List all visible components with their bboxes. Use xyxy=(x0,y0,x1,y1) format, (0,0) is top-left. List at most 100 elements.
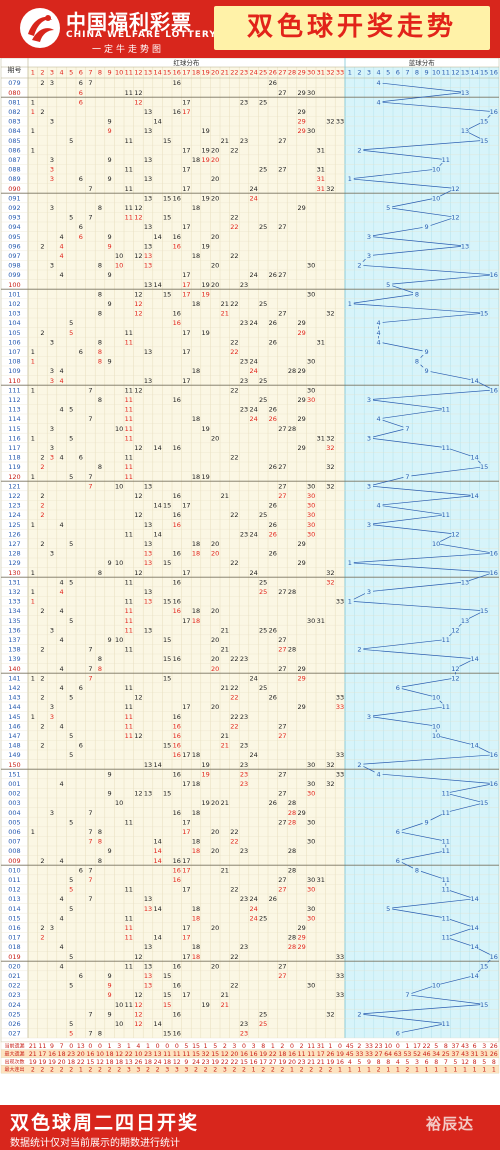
blue-ball-marker xyxy=(384,280,393,288)
blue-ball-number: 11 xyxy=(442,703,450,711)
blue-ball-marker xyxy=(480,607,489,615)
blue-number-header: 8 xyxy=(415,69,419,77)
red-number-header: 4 xyxy=(60,69,64,77)
stat-red-value: 12 xyxy=(173,1059,181,1066)
red-ball-number: 16 xyxy=(173,108,181,116)
red-ball-number: 32 xyxy=(326,185,334,193)
blue-ball-number: 11 xyxy=(442,156,450,164)
red-ball-number: 21 xyxy=(221,137,229,145)
red-ball-number: 33 xyxy=(336,972,344,980)
red-ball-number: 22 xyxy=(230,694,238,702)
red-ball-number: 4 xyxy=(60,406,64,414)
red-ball-number: 18 xyxy=(192,300,200,308)
blue-ball-number: 2 xyxy=(357,146,361,154)
period-label: 026 xyxy=(8,1020,20,1028)
blue-ball-number: 6 xyxy=(396,684,400,692)
red-ball-number: 27 xyxy=(278,310,286,318)
red-ball-number: 1 xyxy=(31,98,35,106)
red-ball-number: 30 xyxy=(307,386,315,394)
red-ball-number: 30 xyxy=(307,876,315,884)
red-ball-number: 31 xyxy=(317,166,325,174)
stat-blue-value: 22 xyxy=(423,1043,431,1050)
stat-red-value: 19 xyxy=(326,1059,334,1066)
stat-blue-value: 1 xyxy=(396,1067,400,1074)
stat-red-value: 1 xyxy=(271,1043,275,1050)
blue-ball-marker xyxy=(413,357,421,365)
stat-red-value: 11 xyxy=(298,1051,306,1058)
blue-ball-marker xyxy=(365,712,373,720)
red-ball-number: 24 xyxy=(249,194,257,202)
blue-ball-marker xyxy=(489,271,498,279)
blue-ball-number: 3 xyxy=(367,396,371,404)
red-ball-number: 20 xyxy=(211,847,219,855)
red-ball-number: 12 xyxy=(134,732,142,740)
red-ball-number: 2 xyxy=(40,607,44,615)
red-ball-number: 10 xyxy=(115,1001,123,1009)
blue-ball-number: 13 xyxy=(461,578,469,586)
blue-ball-number: 16 xyxy=(490,569,498,577)
red-ball-number: 30 xyxy=(307,262,315,270)
red-ball-number: 5 xyxy=(69,329,73,337)
red-ball-number: 11 xyxy=(125,617,133,625)
red-ball-number: 25 xyxy=(259,166,267,174)
red-ball-number: 31 xyxy=(317,185,325,193)
red-ball-number: 2 xyxy=(40,857,44,865)
red-ball-number: 22 xyxy=(230,223,238,231)
red-ball-number: 17 xyxy=(182,866,190,874)
period-label: 096 xyxy=(8,242,20,250)
red-ball-number: 30 xyxy=(307,818,315,826)
period-label: 012 xyxy=(8,886,20,894)
red-ball-number: 12 xyxy=(134,290,142,298)
red-ball-number: 25 xyxy=(259,511,267,519)
red-ball-number: 29 xyxy=(297,329,305,337)
stat-red-value: 21 xyxy=(317,1059,325,1066)
red-ball-number: 11 xyxy=(125,338,133,346)
blue-ball-number: 12 xyxy=(451,626,459,634)
stat-red-value: 17 xyxy=(259,1059,267,1066)
period-label: 138 xyxy=(8,646,20,654)
red-ball-number: 8 xyxy=(98,463,102,471)
blue-ball-number: 11 xyxy=(442,1020,450,1028)
stat-red-value: 11 xyxy=(38,1043,46,1050)
blue-ball-number: 15 xyxy=(480,607,488,615)
blue-ball-marker xyxy=(470,741,479,749)
blue-ball-number: 10 xyxy=(432,722,440,730)
red-ball-number: 16 xyxy=(173,732,181,740)
stat-row-label: 最大遗漏 xyxy=(4,1051,24,1058)
blue-ball-number: 12 xyxy=(451,530,459,538)
red-ball-number: 5 xyxy=(69,886,73,894)
red-ball-number: 13 xyxy=(144,242,152,250)
stat-red-value: 22 xyxy=(77,1059,85,1066)
lottery-logo-icon xyxy=(18,6,62,50)
red-ball-number: 18 xyxy=(192,540,200,548)
stat-red-value: 1 xyxy=(146,1043,150,1050)
red-ball-number: 28 xyxy=(288,866,296,874)
blue-number-header: 4 xyxy=(377,69,381,77)
stat-blue-value: 31 xyxy=(480,1051,488,1058)
period-label: 001 xyxy=(8,780,20,788)
red-ball-number: 27 xyxy=(278,646,286,654)
period-label: 121 xyxy=(8,482,20,490)
stat-blue-value: 37 xyxy=(451,1051,459,1058)
red-ball-number: 3 xyxy=(50,377,54,385)
stat-red-value: 2 xyxy=(300,1043,304,1050)
red-ball-number: 26 xyxy=(269,502,277,510)
blue-ball-number: 3 xyxy=(367,588,371,596)
blue-ball-number: 2 xyxy=(357,646,361,654)
period-label: 097 xyxy=(8,252,20,260)
red-ball-number: 23 xyxy=(240,137,248,145)
stat-blue-value: 52 xyxy=(413,1051,421,1058)
red-ball-number: 15 xyxy=(163,137,171,145)
blue-ball-number: 10 xyxy=(432,694,440,702)
watermark: 裕辰达 xyxy=(426,1115,475,1133)
red-number-header: 16 xyxy=(173,69,181,77)
period-label: 106 xyxy=(8,338,20,346)
stat-red-value: 11 xyxy=(182,1051,190,1058)
red-ball-number: 12 xyxy=(134,694,142,702)
blue-ball-number: 13 xyxy=(461,89,469,97)
red-ball-number: 11 xyxy=(125,473,133,481)
stat-red-value: 31 xyxy=(317,1043,325,1050)
blue-ball-number: 4 xyxy=(377,415,381,423)
stat-red-value: 2 xyxy=(146,1067,150,1074)
red-ball-number: 2 xyxy=(40,511,44,519)
